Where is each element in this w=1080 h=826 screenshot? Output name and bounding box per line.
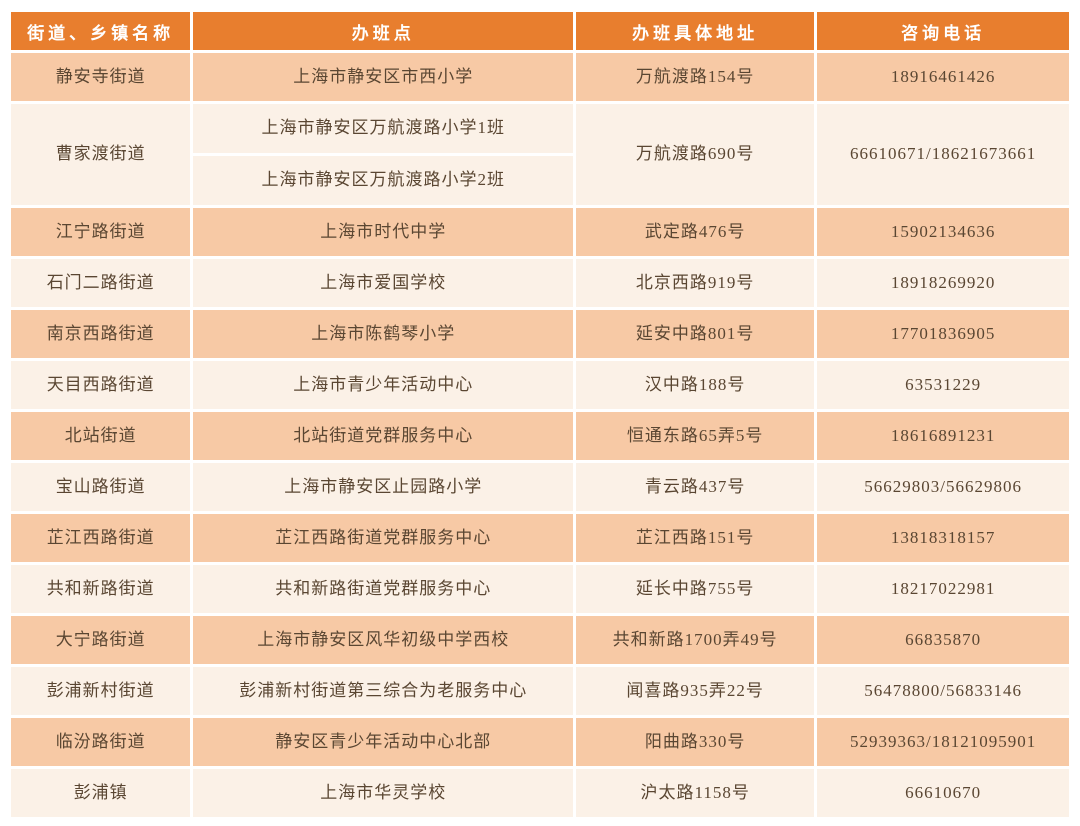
table-row: 共和新路街道 共和新路街道党群服务中心 延长中路755号 18217022981 [11,565,1069,613]
street-cell: 芷江西路街道 [11,514,191,562]
table-row: 天目西路街道 上海市青少年活动中心 汉中路188号 63531229 [11,361,1069,409]
class-locations-table: 街道、乡镇名称 办班点 办班具体地址 咨询电话 静安寺街道 上海市静安区市西小学… [8,9,1072,820]
site-cell: 上海市静安区风华初级中学西校 [193,616,574,664]
site-cell: 上海市静安区止园路小学 [193,463,574,511]
address-cell: 万航渡路690号 [576,104,815,205]
site-cell: 北站街道党群服务中心 [193,412,574,460]
header-cell-street: 街道、乡镇名称 [11,12,191,50]
table-row: 芷江西路街道 芷江西路街道党群服务中心 芷江西路151号 13818318157 [11,514,1069,562]
street-cell: 南京西路街道 [11,310,191,358]
phone-cell: 66835870 [817,616,1069,664]
street-cell: 宝山路街道 [11,463,191,511]
address-cell: 万航渡路154号 [576,53,815,101]
address-cell: 武定路476号 [576,208,815,256]
street-cell: 临汾路街道 [11,718,191,766]
phone-cell: 17701836905 [817,310,1069,358]
address-cell: 芷江西路151号 [576,514,815,562]
phone-cell: 18918269920 [817,259,1069,307]
address-cell: 共和新路1700弄49号 [576,616,815,664]
site-cell: 芷江西路街道党群服务中心 [193,514,574,562]
address-cell: 延安中路801号 [576,310,815,358]
address-cell: 阳曲路330号 [576,718,815,766]
street-cell: 曹家渡街道 [11,104,191,205]
phone-cell: 18916461426 [817,53,1069,101]
table-row: 彭浦新村街道 彭浦新村街道第三综合为老服务中心 闻喜路935弄22号 56478… [11,667,1069,715]
table-row: 彭浦镇 上海市华灵学校 沪太路1158号 66610670 [11,769,1069,817]
street-cell: 静安寺街道 [11,53,191,101]
street-cell: 北站街道 [11,412,191,460]
site-cell: 共和新路街道党群服务中心 [193,565,574,613]
site-cell: 上海市静安区市西小学 [193,53,574,101]
phone-cell: 18217022981 [817,565,1069,613]
street-cell: 天目西路街道 [11,361,191,409]
street-cell: 共和新路街道 [11,565,191,613]
header-cell-address: 办班具体地址 [576,12,815,50]
street-cell: 石门二路街道 [11,259,191,307]
site-cell: 上海市青少年活动中心 [193,361,574,409]
table-row: 大宁路街道 上海市静安区风华初级中学西校 共和新路1700弄49号 668358… [11,616,1069,664]
address-cell: 沪太路1158号 [576,769,815,817]
address-cell: 汉中路188号 [576,361,815,409]
address-cell: 青云路437号 [576,463,815,511]
address-cell: 北京西路919号 [576,259,815,307]
site-cell: 上海市陈鹤琴小学 [193,310,574,358]
phone-cell: 56478800/56833146 [817,667,1069,715]
table-row: 临汾路街道 静安区青少年活动中心北部 阳曲路330号 52939363/1812… [11,718,1069,766]
phone-cell: 18616891231 [817,412,1069,460]
street-cell: 彭浦新村街道 [11,667,191,715]
phone-cell: 56629803/56629806 [817,463,1069,511]
header-row: 街道、乡镇名称 办班点 办班具体地址 咨询电话 [11,12,1069,50]
table-row: 石门二路街道 上海市爱国学校 北京西路919号 18918269920 [11,259,1069,307]
site-cell: 彭浦新村街道第三综合为老服务中心 [193,667,574,715]
street-cell: 大宁路街道 [11,616,191,664]
site-cell: 上海市静安区万航渡路小学1班 [193,104,574,153]
site-cell: 上海市华灵学校 [193,769,574,817]
address-cell: 恒通东路65弄5号 [576,412,815,460]
phone-cell: 63531229 [817,361,1069,409]
phone-cell: 66610670 [817,769,1069,817]
table-row: 静安寺街道 上海市静安区市西小学 万航渡路154号 18916461426 [11,53,1069,101]
street-cell: 江宁路街道 [11,208,191,256]
header-cell-phone: 咨询电话 [817,12,1069,50]
phone-cell: 13818318157 [817,514,1069,562]
table-row: 江宁路街道 上海市时代中学 武定路476号 15902134636 [11,208,1069,256]
table-row: 宝山路街道 上海市静安区止园路小学 青云路437号 56629803/56629… [11,463,1069,511]
phone-cell: 52939363/18121095901 [817,718,1069,766]
address-cell: 延长中路755号 [576,565,815,613]
table-row: 北站街道 北站街道党群服务中心 恒通东路65弄5号 18616891231 [11,412,1069,460]
table-row: 曹家渡街道 上海市静安区万航渡路小学1班 万航渡路690号 66610671/1… [11,104,1069,205]
table-row: 南京西路街道 上海市陈鹤琴小学 延安中路801号 17701836905 [11,310,1069,358]
header-cell-site: 办班点 [193,12,574,50]
site-cell: 静安区青少年活动中心北部 [193,718,574,766]
address-cell: 闻喜路935弄22号 [576,667,815,715]
site-cell: 上海市静安区万航渡路小学2班 [193,156,574,205]
street-cell: 彭浦镇 [11,769,191,817]
site-cell: 上海市时代中学 [193,208,574,256]
site-cell: 上海市爱国学校 [193,259,574,307]
phone-cell: 66610671/18621673661 [817,104,1069,205]
phone-cell: 15902134636 [817,208,1069,256]
table-subrow: 上海市静安区万航渡路小学2班 [11,156,1069,205]
